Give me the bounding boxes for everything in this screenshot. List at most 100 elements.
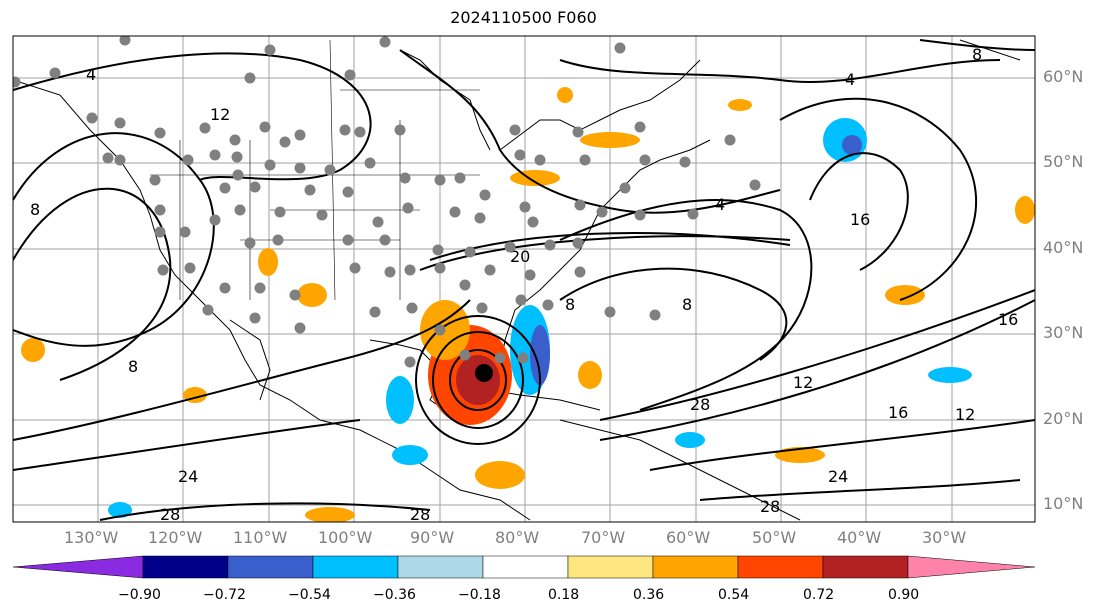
station-dot [572, 237, 584, 249]
station-dot [324, 164, 336, 176]
political-boundaries [150, 39, 480, 301]
station-dot [272, 234, 284, 246]
station-dot [354, 126, 366, 138]
colorbar-tick-label: −0.36 [373, 587, 416, 603]
station-dot [542, 299, 554, 311]
station-dot [679, 156, 691, 168]
station-dot [394, 124, 406, 136]
station-dot [504, 241, 516, 253]
station-dot [614, 42, 626, 54]
latitude-label: 10°N [1043, 494, 1084, 513]
station-dot [304, 184, 316, 196]
colorbar-tick-label: 0.72 [803, 587, 835, 603]
station-dot [182, 154, 194, 166]
station-dot [154, 127, 166, 139]
colorbar-tick-label: −0.72 [203, 587, 246, 603]
colorbar-segment [227, 555, 314, 579]
station-dot [619, 182, 631, 194]
station-dot [294, 129, 306, 141]
colorbar-segment [652, 555, 739, 579]
longitude-label: 90°W [410, 528, 455, 547]
station-dot [349, 262, 361, 274]
map-title: 2024110500 F060 [450, 8, 597, 27]
station-dot [244, 72, 256, 84]
station-dot [114, 154, 126, 166]
station-dot [229, 134, 241, 146]
station-dot [379, 36, 391, 48]
contour-label-group: 4 8 12 16 20 24 28 4 8 12 16 24 28 28 28… [30, 45, 1018, 524]
longitude-label: 100°W [318, 528, 373, 547]
station-dot [369, 306, 381, 318]
station-dot [294, 322, 306, 334]
contour-label: 4 [715, 195, 725, 214]
station-dot [476, 302, 488, 314]
colorbar-extend-min [12, 555, 144, 579]
station-dot [209, 149, 221, 161]
station-dot [454, 172, 466, 184]
station-dot [289, 289, 301, 301]
colorbar-segment [822, 555, 909, 579]
station-dot [231, 151, 243, 163]
station-dot [687, 208, 699, 220]
station-dot [259, 121, 271, 133]
longitude-label: 60°W [666, 528, 711, 547]
latitude-label: 30°N [1043, 323, 1084, 342]
contour-label: 8 [565, 295, 575, 314]
station-dot [634, 209, 646, 221]
station-dot [572, 126, 584, 138]
station-dot [515, 294, 527, 306]
contour-label: 8 [972, 45, 982, 64]
station-dot [209, 214, 221, 226]
station-dot [249, 181, 261, 193]
contour-label: 4 [86, 65, 96, 84]
station-dot [459, 279, 471, 291]
colorbar-segment [142, 555, 229, 579]
colorbar-tick-label: 0.18 [548, 587, 580, 603]
station-dot [402, 202, 414, 214]
contour-label: 24 [828, 467, 848, 486]
station-dot [114, 117, 126, 129]
station-dot [232, 169, 244, 181]
longitude-label: 110°W [233, 528, 288, 547]
station-dot [494, 352, 506, 364]
storm-center-marker [475, 364, 493, 382]
station-dot [639, 154, 651, 166]
longitude-label: 70°W [581, 528, 626, 547]
station-dot [184, 262, 196, 274]
station-dot [202, 304, 214, 316]
station-dot [379, 234, 391, 246]
station-dot [264, 159, 276, 171]
contour-label: 28 [160, 505, 180, 524]
station-dot [219, 282, 231, 294]
station-dot [749, 179, 761, 191]
station-dot [434, 174, 446, 186]
station-dot [459, 349, 471, 361]
station-dot [294, 162, 306, 174]
station-dot [249, 312, 261, 324]
station-dot [514, 149, 526, 161]
contour-label: 12 [793, 373, 813, 392]
station-dot [527, 216, 539, 228]
station-dot [102, 152, 114, 164]
station-dot [474, 212, 486, 224]
station-dot [274, 206, 286, 218]
contour-label: 12 [955, 405, 975, 424]
contour-label: 8 [30, 200, 40, 219]
longitude-label: 30°W [922, 528, 967, 547]
colorbar-segment [312, 555, 399, 579]
latitude-label: 60°N [1043, 67, 1084, 86]
longitude-label: 50°W [752, 528, 797, 547]
contour-label: 12 [210, 105, 230, 124]
station-dot [86, 112, 98, 124]
map-area: 4 8 12 16 20 24 28 4 8 12 16 24 28 28 28… [13, 36, 1035, 524]
contour-label: 28 [410, 505, 430, 524]
station-dot [544, 239, 556, 251]
station-dot [596, 206, 608, 218]
contours [13, 39, 1035, 521]
latitude-label: 40°N [1043, 238, 1084, 257]
station-dot [574, 266, 586, 278]
colorbar-tick-label: 0.90 [888, 587, 920, 603]
station-dot [517, 352, 529, 364]
map-frame [12, 35, 1036, 523]
colorbar-tick-label: 0.54 [718, 587, 750, 603]
